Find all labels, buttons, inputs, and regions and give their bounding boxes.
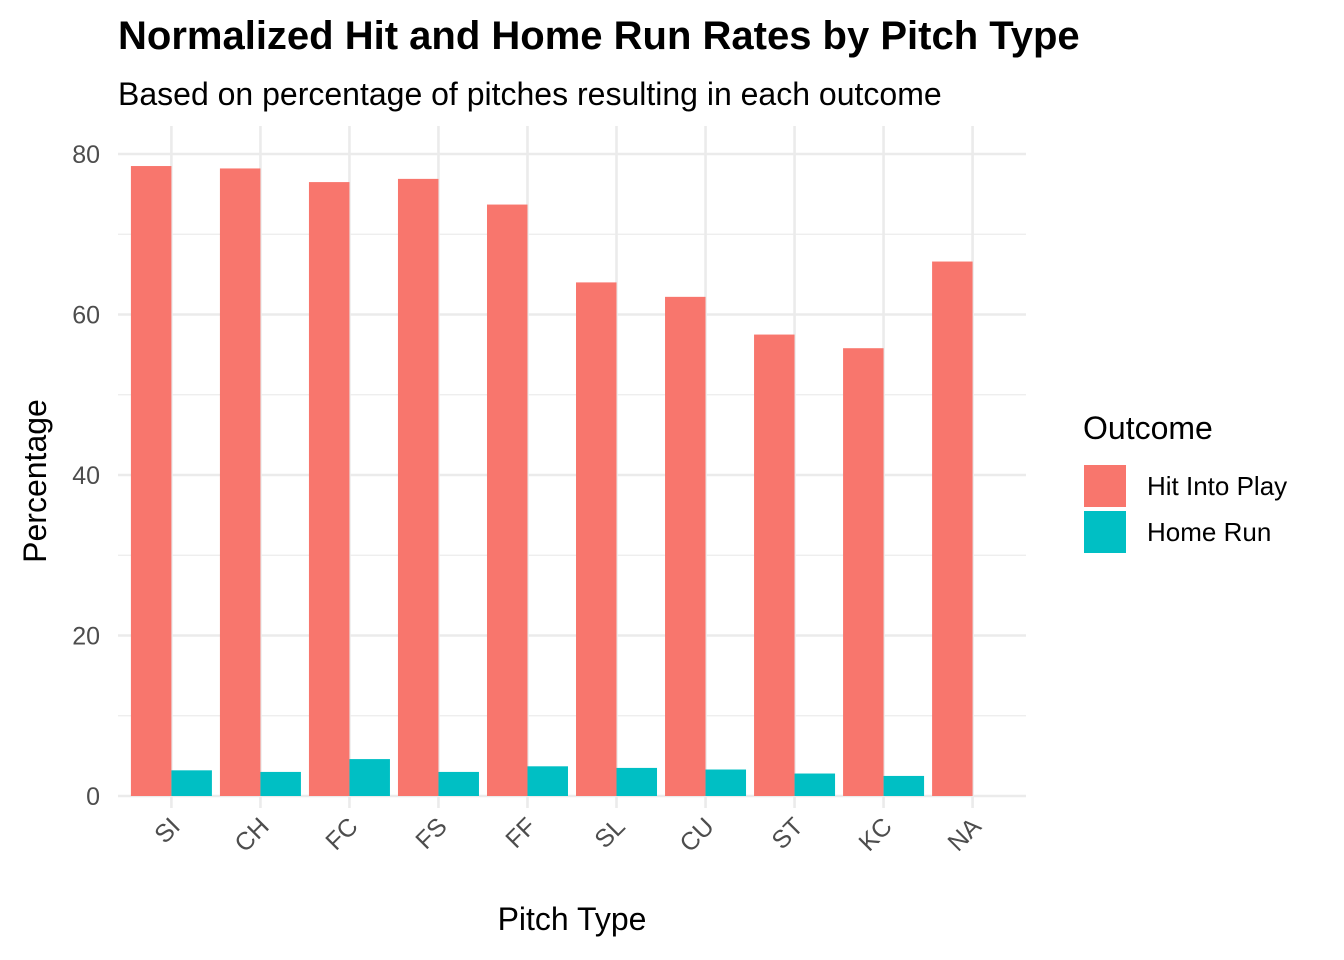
bar-home-run-ch	[260, 771, 301, 796]
x-tick-label: CU	[674, 812, 719, 857]
bar-hit-into-play-kc	[843, 348, 884, 796]
x-axis-ticks: SI CH FC FS FF SL CU ST KC NA	[149, 812, 987, 858]
bar-hit-into-play-na	[932, 261, 973, 796]
y-tick-label: 40	[72, 462, 100, 490]
x-axis-title: Pitch Type	[498, 901, 647, 937]
bar-hit-into-play-ff	[486, 204, 528, 796]
x-tick-label: SL	[589, 812, 630, 853]
y-axis-title: Percentage	[17, 399, 53, 563]
bar-hit-into-play-fc	[308, 182, 350, 796]
x-tick-label: NA	[942, 812, 987, 857]
x-tick-label: KC	[853, 812, 897, 856]
bars	[130, 166, 973, 797]
bar-home-run-fc	[349, 759, 390, 796]
bar-home-run-fs	[438, 771, 479, 796]
y-tick-label: 80	[72, 141, 100, 169]
bar-hit-into-play-cu	[665, 296, 706, 796]
bar-home-run-si	[171, 770, 212, 796]
x-tick-label: FC	[320, 812, 363, 855]
bar-home-run-st	[794, 773, 836, 796]
bar-hit-into-play-si	[130, 166, 172, 797]
y-axis-ticks: 0 20 40 60 80	[72, 141, 100, 811]
y-tick-label: 20	[72, 623, 100, 651]
y-tick-label: 0	[86, 783, 100, 811]
legend: Outcome Hit Into Play Home Run	[1083, 410, 1287, 553]
bar-hit-into-play-ch	[219, 168, 261, 796]
x-tick-label: FF	[500, 812, 541, 853]
bar-hit-into-play-st	[754, 334, 795, 796]
legend-label-home-run: Home Run	[1147, 517, 1271, 547]
legend-title: Outcome	[1083, 410, 1213, 446]
x-tick-label: CH	[229, 812, 274, 857]
bar-home-run-kc	[883, 775, 925, 796]
x-tick-label: SI	[149, 812, 186, 849]
chart-subtitle: Based on percentage of pitches resulting…	[118, 76, 942, 112]
bar-hit-into-play-sl	[576, 282, 617, 796]
x-tick-label: ST	[766, 812, 808, 854]
legend-swatch-hit-into-play	[1084, 465, 1126, 507]
y-tick-label: 60	[72, 302, 100, 330]
bar-home-run-ff	[527, 766, 568, 796]
bar-home-run-sl	[616, 767, 658, 796]
chart-title: Normalized Hit and Home Run Rates by Pit…	[118, 14, 1080, 58]
x-tick-label: FS	[410, 812, 452, 854]
bar-hit-into-play-fs	[397, 178, 439, 796]
legend-label-hit-into-play: Hit Into Play	[1147, 471, 1287, 501]
legend-swatch-home-run	[1084, 511, 1126, 553]
bar-home-run-cu	[705, 769, 747, 796]
